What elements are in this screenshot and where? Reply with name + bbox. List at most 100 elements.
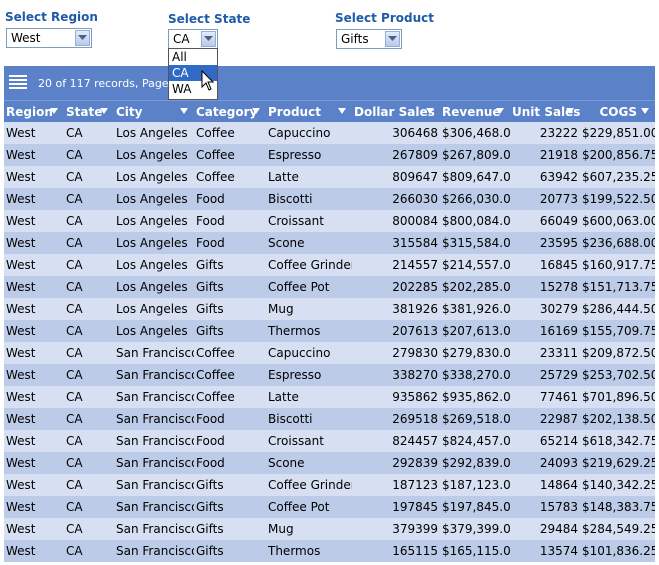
- table-row[interactable]: West CA Los Angeles Food Scone 315584 $315,584…: [4, 232, 655, 254]
- table-cell-city: San Francisco: [114, 386, 194, 408]
- table-cell-dollar-sales: 207613: [352, 320, 440, 342]
- table-cell-dollar-sales: 165115: [352, 540, 440, 562]
- table-cell-product: Scone: [266, 452, 352, 474]
- state-select[interactable]: CA: [168, 29, 218, 49]
- sort-arrow-icon[interactable]: [426, 108, 434, 114]
- table-cell-unit-sales: 23595: [510, 232, 580, 254]
- table-cell-region: West: [4, 188, 64, 210]
- table-cell-product: Croissant: [266, 210, 352, 232]
- table-row[interactable]: West CA San Francisco Food Scone 292839 $292,8…: [4, 452, 655, 474]
- table-cell-city: Los Angeles: [114, 122, 194, 144]
- table-row[interactable]: West CA San Francisco Coffee Latte 935862 $935…: [4, 386, 655, 408]
- table-cell-product: Mug: [266, 298, 352, 320]
- table-cell-revenue: $214,557.00: [440, 254, 510, 276]
- product-filter-label: Select Product: [335, 11, 434, 25]
- column-header-state[interactable]: State: [64, 100, 114, 122]
- chevron-down-icon[interactable]: [385, 31, 400, 47]
- table-row[interactable]: West CA San Francisco Gifts Mug 379399 $379,39…: [4, 518, 655, 540]
- table-cell-unit-sales: 15278: [510, 276, 580, 298]
- pager-bar: 20 of 117 records, Page 1: [4, 66, 655, 100]
- region-select[interactable]: West: [6, 28, 92, 48]
- sort-arrow-icon[interactable]: [566, 108, 574, 114]
- column-header-dollar-sales[interactable]: Dollar Sales: [352, 100, 440, 122]
- table-cell-region: West: [4, 320, 64, 342]
- column-header-region[interactable]: Region: [4, 100, 64, 122]
- table-cell-product: Espresso: [266, 364, 352, 386]
- table-cell-city: San Francisco: [114, 430, 194, 452]
- table-row[interactable]: West CA San Francisco Food Croissant 824457 $8…: [4, 430, 655, 452]
- table-cell-category: Food: [194, 232, 266, 254]
- table-row[interactable]: West CA Los Angeles Gifts Coffee Pot 202285 $2…: [4, 276, 655, 298]
- table-row[interactable]: West CA Los Angeles Coffee Capuccino 306468 $3…: [4, 122, 655, 144]
- table-row[interactable]: West CA San Francisco Coffee Capuccino 279830…: [4, 342, 655, 364]
- column-header-product[interactable]: Product: [266, 100, 352, 122]
- table-cell-revenue: $338,270.00: [440, 364, 510, 386]
- table-row[interactable]: West CA Los Angeles Coffee Latte 809647 $809,6…: [4, 166, 655, 188]
- column-header-unit-sales[interactable]: Unit Sales: [510, 100, 580, 122]
- product-select-value: Gifts: [341, 32, 369, 46]
- table-cell-region: West: [4, 210, 64, 232]
- table-cell-city: Los Angeles: [114, 254, 194, 276]
- table-cell-unit-sales: 30279: [510, 298, 580, 320]
- table-cell-unit-sales: 23311: [510, 342, 580, 364]
- table-cell-region: West: [4, 386, 64, 408]
- sort-arrow-icon[interactable]: [338, 108, 346, 114]
- table-cell-category: Coffee: [194, 122, 266, 144]
- table-cell-revenue: $269,518.00: [440, 408, 510, 430]
- table-cell-product: Mug: [266, 518, 352, 540]
- table-cell-unit-sales: 29484: [510, 518, 580, 540]
- table-row[interactable]: West CA Los Angeles Food Croissant 800084 $800…: [4, 210, 655, 232]
- sort-arrow-icon[interactable]: [180, 108, 188, 114]
- table-cell-region: West: [4, 430, 64, 452]
- table-row[interactable]: West CA Los Angeles Gifts Thermos 207613 $207,…: [4, 320, 655, 342]
- table-cell-cogs: $200,856.75: [580, 144, 655, 166]
- table-cell-state: CA: [64, 254, 114, 276]
- table-row[interactable]: West CA San Francisco Gifts Coffee Grinder 18…: [4, 474, 655, 496]
- column-header-cogs[interactable]: COGS: [580, 100, 655, 122]
- table-cell-dollar-sales: 935862: [352, 386, 440, 408]
- column-header-label: City: [116, 104, 143, 119]
- data-table: Region State City Category Product Dollar Sal…: [4, 100, 655, 562]
- table-row[interactable]: West CA Los Angeles Gifts Coffee Grinder 2145…: [4, 254, 655, 276]
- column-header-category[interactable]: Category: [194, 100, 266, 122]
- product-select[interactable]: Gifts: [336, 29, 402, 49]
- table-cell-product: Coffee Pot: [266, 496, 352, 518]
- state-option-all[interactable]: All: [172, 50, 187, 64]
- table-cell-category: Coffee: [194, 342, 266, 364]
- table-cell-revenue: $809,647.00: [440, 166, 510, 188]
- table-cell-region: West: [4, 232, 64, 254]
- table-cell-revenue: $165,115.00: [440, 540, 510, 562]
- sort-arrow-icon[interactable]: [641, 108, 649, 114]
- table-cell-product: Latte: [266, 166, 352, 188]
- table-cell-city: San Francisco: [114, 364, 194, 386]
- chevron-down-icon[interactable]: [201, 31, 216, 47]
- sort-arrow-icon[interactable]: [50, 108, 58, 114]
- table-row[interactable]: West CA Los Angeles Gifts Mug 381926 $381,926.…: [4, 298, 655, 320]
- table-cell-category: Coffee: [194, 144, 266, 166]
- state-filter-label: Select State: [168, 12, 251, 26]
- table-row[interactable]: West CA San Francisco Gifts Thermos 165115 $16…: [4, 540, 655, 562]
- grid-menu-icon[interactable]: [9, 73, 27, 91]
- state-option-wa[interactable]: WA: [172, 82, 192, 96]
- table-row[interactable]: West CA Los Angeles Coffee Espresso 267809 $26…: [4, 144, 655, 166]
- sort-arrow-icon[interactable]: [252, 108, 260, 114]
- table-cell-cogs: $236,688.00: [580, 232, 655, 254]
- sort-arrow-icon[interactable]: [496, 108, 504, 114]
- column-header-label: Region: [6, 104, 53, 119]
- column-header-city[interactable]: City: [114, 100, 194, 122]
- table-cell-state: CA: [64, 408, 114, 430]
- table-cell-revenue: $197,845.00: [440, 496, 510, 518]
- sort-arrow-icon[interactable]: [100, 108, 108, 114]
- chevron-down-icon[interactable]: [75, 30, 90, 46]
- table-cell-product: Biscotti: [266, 408, 352, 430]
- table-row[interactable]: West CA San Francisco Coffee Espresso 338270 $…: [4, 364, 655, 386]
- column-header-revenue[interactable]: Revenue: [440, 100, 510, 122]
- table-cell-city: San Francisco: [114, 408, 194, 430]
- table-row[interactable]: West CA San Francisco Food Biscotti 269518 $26…: [4, 408, 655, 430]
- table-row[interactable]: West CA San Francisco Gifts Coffee Pot 197845…: [4, 496, 655, 518]
- table-cell-cogs: $253,702.50: [580, 364, 655, 386]
- table-cell-dollar-sales: 306468: [352, 122, 440, 144]
- table-row[interactable]: West CA Los Angeles Food Biscotti 266030 $266,…: [4, 188, 655, 210]
- table-cell-dollar-sales: 197845: [352, 496, 440, 518]
- table-cell-city: San Francisco: [114, 452, 194, 474]
